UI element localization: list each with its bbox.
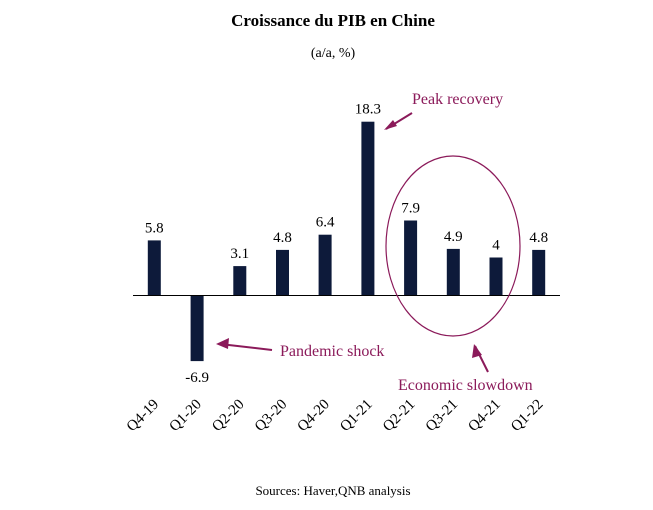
x-tick-Q3-21: Q3-21 [423,397,461,435]
value-label-Q1-20: -6.9 [185,370,209,386]
x-tick-labels-group: Q4-19 Q1-20 Q2-20 Q3-20 Q4-20 Q1-21 Q2-21 Q3-21… [124,397,547,435]
value-label-Q1-21: 18.3 [355,102,381,118]
value-label-Q3-20: 4.8 [273,230,292,246]
bar-Q1-20 [190,295,204,362]
value-label-Q2-20: 3.1 [230,246,249,262]
x-tick-Q2-21: Q2-21 [380,397,418,435]
value-label-Q1-22: 4.8 [529,230,548,246]
x-tick-Q4-19: Q4-19 [124,397,162,435]
slowdown-annotation: Economic slowdown [398,377,533,394]
bar-Q3-21 [446,248,460,296]
shock-arrow [219,343,273,351]
value-label-Q4-20: 6.4 [316,215,335,231]
value-label-Q3-21: 4.9 [444,229,463,245]
x-tick-Q4-20: Q4-20 [295,397,333,435]
peak-arrowhead [384,120,397,130]
value-label-Q4-19: 5.8 [145,220,164,236]
x-tick-Q1-22: Q1-22 [508,397,546,435]
shock-arrowhead [216,338,229,349]
peak-annotation: Peak recovery [412,91,503,108]
bar-Q1-21 [361,121,375,296]
bar-Q2-20 [233,266,247,296]
slowdown-arrowhead [472,344,482,358]
bar-Q4-19 [147,240,161,296]
x-tick-Q2-20: Q2-20 [209,397,247,435]
value-label-Q4-21: 4 [492,238,500,254]
slowdown-ellipse [385,155,521,337]
shock-annotation: Pandemic shock [280,343,384,360]
x-tick-Q1-20: Q1-20 [167,397,205,435]
value-labels-group: 5.8 -6.9 3.1 4.8 6.4 18.3 7.9 4.9 4 4.8 [145,102,548,386]
bar-Q4-20 [318,234,332,296]
value-label-Q2-21: 7.9 [401,201,420,217]
chart-title: Croissance du PIB en Chine [231,11,435,30]
bar-Q2-21 [404,220,418,296]
bars-group [147,121,546,362]
chart-subtitle: (a/a, %) [311,46,356,61]
x-tick-Q3-20: Q3-20 [252,397,290,435]
x-tick-Q4-21: Q4-21 [465,397,503,435]
source-note: Sources: Haver,QNB analysis [255,483,410,498]
bar-Q4-21 [489,257,503,296]
x-tick-Q1-21: Q1-21 [337,397,375,435]
bar-Q3-20 [276,249,289,296]
bar-Q1-22 [532,249,546,296]
